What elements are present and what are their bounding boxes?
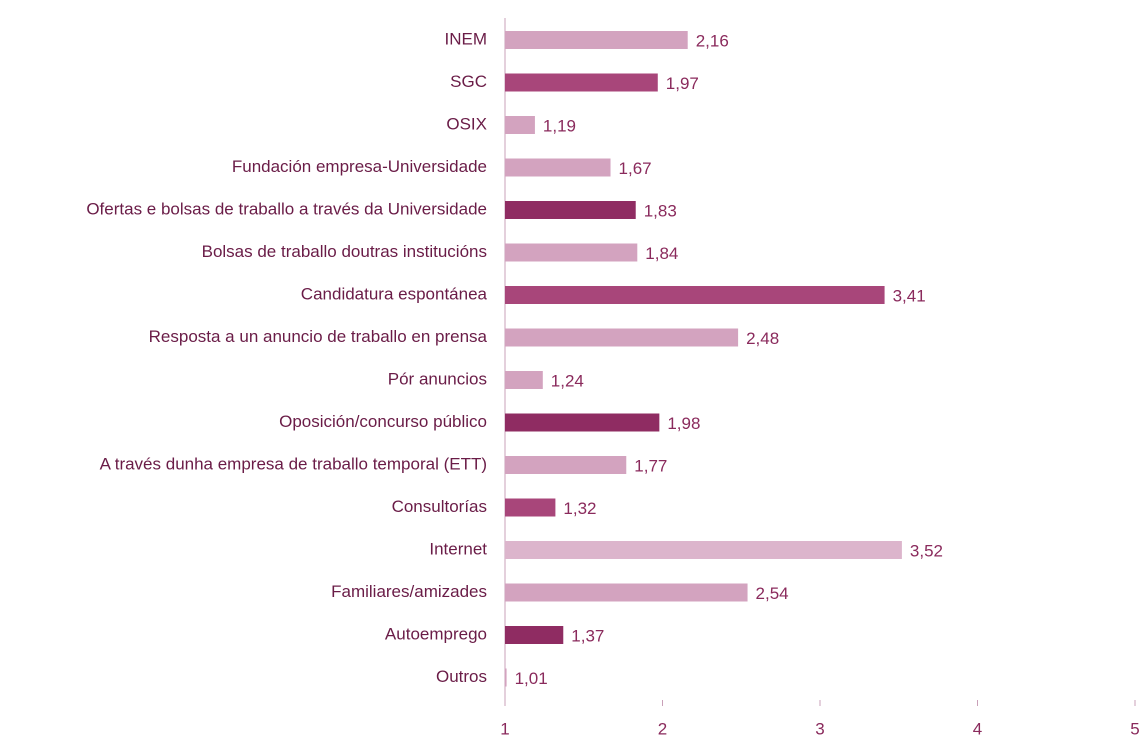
y-tick-label: Ofertas e bolsas de traballo a través da… [86, 199, 487, 218]
bar [505, 286, 885, 304]
value-label: 2,48 [746, 329, 779, 348]
value-label: 1,01 [515, 669, 548, 688]
value-label: 1,37 [571, 626, 604, 645]
bar [505, 668, 507, 687]
y-tick-label: INEM [445, 29, 488, 48]
y-tick-label: Internet [429, 539, 487, 558]
value-label: 1,32 [563, 499, 596, 518]
value-label: 1,84 [645, 244, 678, 263]
bar [505, 626, 564, 644]
value-label: 1,77 [634, 456, 667, 475]
y-tick-label: Familiares/amizades [331, 582, 487, 601]
bar [505, 116, 535, 134]
bar [505, 243, 638, 262]
x-tick-label: 2 [658, 719, 667, 738]
y-tick-label: Consultorías [392, 497, 487, 516]
y-tick-label: A través dunha empresa de traballo tempo… [100, 454, 487, 473]
bar [505, 328, 739, 347]
y-tick-label: Bolsas de traballo doutras institucións [202, 242, 487, 261]
y-tick-label: SGC [450, 72, 487, 91]
value-label: 1,24 [551, 371, 584, 390]
y-tick-label: Resposta a un anuncio de traballo en pre… [149, 327, 488, 346]
bar [505, 498, 556, 517]
bar [505, 31, 688, 49]
bar [505, 201, 636, 219]
x-tick-label: 4 [973, 719, 982, 738]
x-tick-label: 1 [500, 719, 509, 738]
value-label: 2,16 [696, 31, 729, 50]
y-tick-label: Pór anuncios [388, 369, 487, 388]
y-tick-label: Autoemprego [385, 624, 487, 643]
value-label: 3,41 [893, 286, 926, 305]
value-label: 1,19 [543, 116, 576, 135]
bar [505, 541, 902, 559]
y-tick-label: Candidatura espontánea [301, 284, 488, 303]
x-tick-label: 5 [1130, 719, 1139, 738]
value-label: 1,83 [644, 201, 677, 220]
y-tick-label: OSIX [446, 114, 487, 133]
bar [505, 413, 660, 432]
value-label: 1,67 [619, 159, 652, 178]
bar [505, 73, 658, 92]
y-tick-label: Oposición/concurso público [279, 412, 487, 431]
y-tick-label: Fundación empresa-Universidade [232, 157, 487, 176]
value-label: 3,52 [910, 541, 943, 560]
bar [505, 158, 611, 177]
y-tick-label: Outros [436, 667, 487, 686]
value-label: 1,98 [667, 414, 700, 433]
bar [505, 456, 627, 474]
x-tick-label: 3 [815, 719, 824, 738]
bar [505, 371, 543, 389]
bar [505, 583, 748, 602]
value-label: 1,97 [666, 74, 699, 93]
value-label: 2,54 [756, 584, 789, 603]
